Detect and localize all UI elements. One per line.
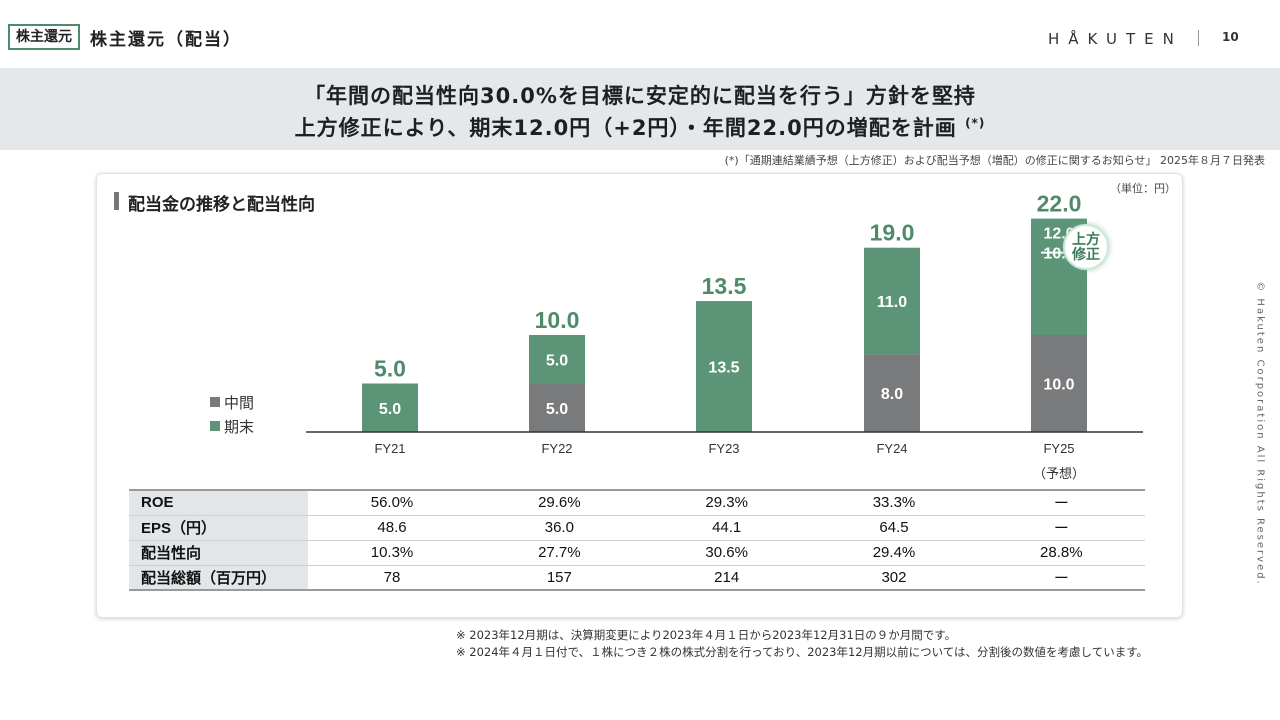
footnote-1: ※ 2023年12月期は、決算期変更により2023年４月１日から2023年12月… xyxy=(456,628,957,642)
key-message-banner: 「年間の配当性向30.0%を目標に安定的に配当を行う」方針を堅持 上方修正により… xyxy=(0,68,1280,150)
legend-swatch-interim xyxy=(210,397,220,407)
table-cell: 44.1 xyxy=(643,515,811,541)
table-cell: ー xyxy=(977,489,1145,516)
legend-item-year-end: 期末 xyxy=(210,414,254,438)
banner-line-1: 「年間の配当性向30.0%を目標に安定的に配当を行う」方針を堅持 xyxy=(304,84,976,108)
table-cell: 36.0 xyxy=(475,515,643,541)
table-row: ROE 56.0% 29.6% 29.3% 33.3% ー xyxy=(129,489,1145,516)
bar-interim-fy25 xyxy=(1031,335,1087,432)
page-title: 株主還元（配当） xyxy=(90,30,242,50)
table-cell: 157 xyxy=(475,565,643,591)
page-number: 10 xyxy=(1222,30,1239,44)
table-cell: 302 xyxy=(810,565,978,591)
bar-year-end-fy22 xyxy=(529,335,585,384)
table-cell: 78 xyxy=(308,565,476,591)
header-divider xyxy=(1198,30,1199,46)
company-logo: HÅKUTEN xyxy=(1048,30,1183,48)
table-row: 配当性向 10.3% 27.7% 30.6% 29.4% 28.8% xyxy=(129,540,1145,566)
table-cell: 29.6% xyxy=(475,489,643,516)
x-tick-label-fy24: FY24 xyxy=(876,441,907,456)
table-cell: 29.4% xyxy=(810,540,978,566)
badge-line-2: 修正 xyxy=(1072,247,1100,263)
table-cell: 33.3% xyxy=(810,489,978,516)
bar-label-interim-fy25: 10.0 xyxy=(1043,377,1074,394)
table-row: 配当総額（百万円） 78 157 214 302 ー xyxy=(129,565,1145,591)
table-cell: 214 xyxy=(643,565,811,591)
bar-label-year-end-fy22: 5.0 xyxy=(546,352,568,369)
bar-year-end-fy21 xyxy=(362,383,418,432)
badge-line-1: 上方 xyxy=(1072,232,1100,248)
table-row-label: ROE xyxy=(129,489,309,516)
bar-label-year-end-fy23: 13.5 xyxy=(708,360,739,377)
table-cell: 48.6 xyxy=(308,515,476,541)
x-tick-label-fy23: FY23 xyxy=(708,441,739,456)
bar-interim-fy24 xyxy=(864,354,920,432)
chart-legend: 中間 期末 xyxy=(210,390,254,438)
table-cell: 10.3% xyxy=(308,540,476,566)
table-cell: ー xyxy=(977,565,1145,591)
total-label-fy25: 22.0 xyxy=(1037,191,1082,217)
total-label-fy23: 13.5 xyxy=(702,273,747,299)
bar-interim-fy22 xyxy=(529,383,585,432)
source-note: (*)「通期連結業績予想（上方修正）および配当予想（増配）の修正に関するお知らせ… xyxy=(724,154,1265,167)
x-tick-label-fy21: FY21 xyxy=(374,441,405,456)
metrics-table: ROE 56.0% 29.6% 29.3% 33.3% ー EPS（円） 48.6 36.0 44… xyxy=(129,489,1145,591)
bar-label-interim-fy24: 8.0 xyxy=(881,386,903,403)
legend-item-interim: 中間 xyxy=(210,390,254,414)
banner-footnote-mark: (*) xyxy=(965,116,986,130)
banner-line-2-text: 上方修正により、期末12.0円（+2円）・年間22.0円の増配を計画 xyxy=(294,116,957,140)
table-cell: 64.5 xyxy=(810,515,978,541)
bar-label-year-end-fy21: 5.0 xyxy=(379,401,401,418)
bar-year-end-fy23 xyxy=(696,301,752,432)
footnote-2: ※ 2024年４月１日付で、１株につき２株の株式分割を行っており、2023年12… xyxy=(456,645,1149,659)
upward-revision-badge: 上方 修正 xyxy=(1063,224,1109,270)
table-row-label: 配当総額（百万円） xyxy=(129,565,309,591)
x-tick-label-fy22: FY22 xyxy=(541,441,572,456)
legend-label-year-end: 期末 xyxy=(224,417,255,436)
table-cell: ー xyxy=(977,515,1145,541)
table-cell: 29.3% xyxy=(643,489,811,516)
x-tick-label-fy25: FY25 xyxy=(1043,441,1074,456)
header: 株主還元 株主還元（配当） HÅKUTEN 10 xyxy=(0,0,1280,68)
table-cell: 27.7% xyxy=(475,540,643,566)
section-tag: 株主還元 xyxy=(8,24,80,50)
banner-line-2: 上方修正により、期末12.0円（+2円）・年間22.0円の増配を計画 (*) xyxy=(0,112,1280,142)
x-tick-sublabel-fy25: （予想） xyxy=(1033,466,1085,482)
total-label-fy21: 5.0 xyxy=(374,356,406,382)
unit-label: （単位：円） xyxy=(1110,182,1176,195)
table-row-label: EPS（円） xyxy=(129,515,309,541)
copyright-notice: © Hakuten Corporation All Rights Reserve… xyxy=(1254,281,1266,586)
table-cell: 28.8% xyxy=(977,540,1145,566)
legend-label-interim: 中間 xyxy=(224,393,255,412)
total-label-fy24: 19.0 xyxy=(870,220,915,246)
bar-label-interim-fy22: 5.0 xyxy=(546,401,568,418)
bar-year-end-fy24 xyxy=(864,247,920,355)
chart-title: 配当金の推移と配当性向 xyxy=(114,190,315,215)
table-row-label: 配当性向 xyxy=(129,540,309,566)
bar-label-year-end-fy24: 11.0 xyxy=(877,294,907,311)
table-cell: 30.6% xyxy=(643,540,811,566)
total-label-fy22: 10.0 xyxy=(535,307,580,333)
table-cell: 56.0% xyxy=(308,489,476,516)
table-row: EPS（円） 48.6 36.0 44.1 64.5 ー xyxy=(129,515,1145,541)
legend-swatch-year-end xyxy=(210,421,220,431)
